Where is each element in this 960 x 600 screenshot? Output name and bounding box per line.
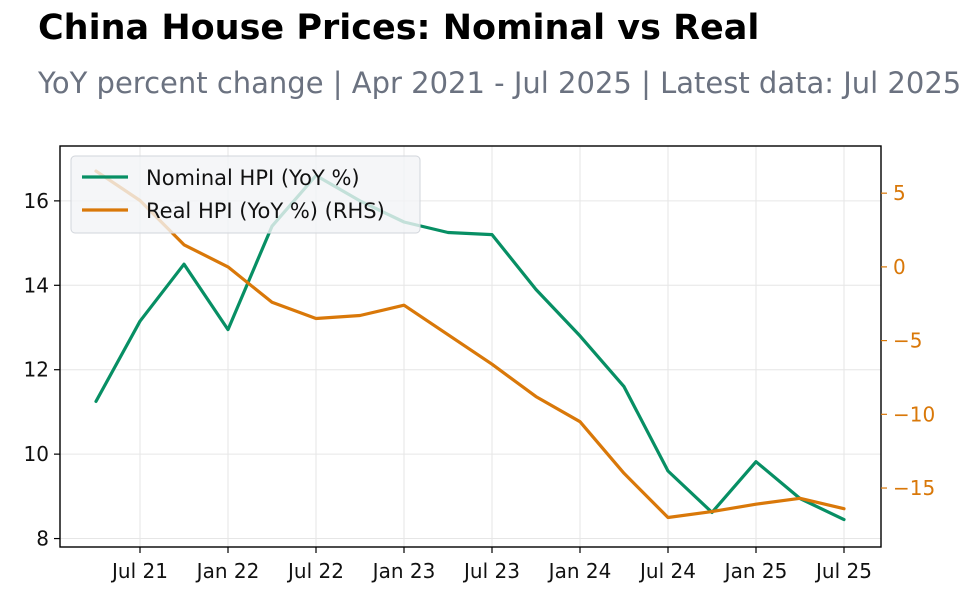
axis-ticks: Jul 21 Jan 22 Jul 22 Jan 23 Jul 23 Jan 24 Jul …: [24, 181, 936, 583]
y-left-tick-label: 10: [24, 442, 49, 466]
plot-frame: [59, 145, 882, 548]
series-line-nominal: [94, 173, 846, 522]
x-tick-label: Jan 22: [195, 559, 260, 583]
y-right-tick-label: −5: [893, 329, 922, 353]
y-left-tick-label: 8: [36, 527, 49, 551]
y-right-tick-label: −15: [893, 476, 935, 500]
series-line-real: [94, 169, 846, 520]
legend-label-nominal: Nominal HPI (YoY %): [146, 166, 360, 190]
y-left-tick-label: 12: [24, 358, 49, 382]
y-left-tick-label: 16: [24, 189, 49, 213]
legend: Nominal HPI (YoY %) Real HPI (YoY %) (RH…: [70, 155, 421, 234]
chart-subtitle: YoY percent change | Apr 2021 - Jul 2025…: [38, 66, 960, 100]
legend-label-real: Real HPI (YoY %) (RHS): [146, 199, 385, 223]
x-tick-label: Jul 23: [462, 559, 520, 583]
x-tick-label: Jul 25: [814, 559, 872, 583]
y-right-tick-label: 5: [893, 181, 906, 205]
y-left-tick-label: 14: [24, 273, 49, 297]
x-tick-label: Jan 25: [723, 559, 788, 583]
y-right-tick-label: −10: [893, 402, 935, 426]
x-tick-label: Jul 24: [638, 559, 696, 583]
x-tick-label: Jul 21: [110, 559, 168, 583]
chart-title: China House Prices: Nominal vs Real: [38, 8, 760, 48]
y-right-tick-label: 0: [893, 255, 906, 279]
x-tick-label: Jan 24: [547, 559, 612, 583]
series-lines: [94, 169, 846, 522]
legend-box: [70, 155, 421, 234]
x-tick-label: Jul 22: [286, 559, 344, 583]
x-tick-label: Jan 23: [371, 559, 436, 583]
